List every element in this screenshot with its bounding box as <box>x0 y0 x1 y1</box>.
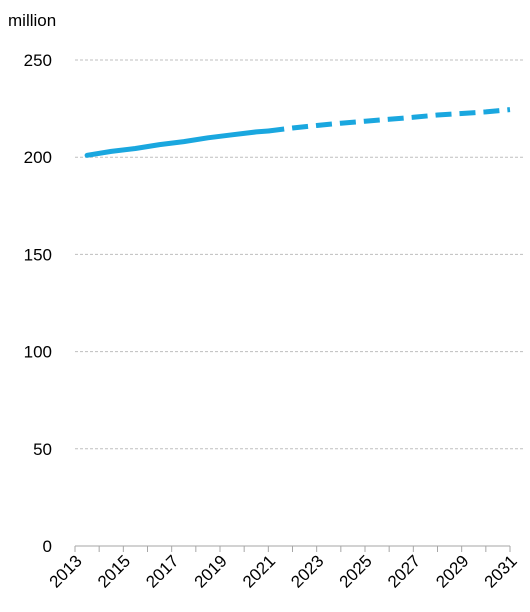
x-tick-label: 2031 <box>481 551 521 591</box>
gridlines <box>75 59 524 450</box>
x-tick-label: 2027 <box>384 551 424 591</box>
y-tick-label: 150 <box>24 245 52 264</box>
series-line-solid <box>84 128 271 158</box>
y-tick-label: 0 <box>43 537 52 556</box>
y-tick-label: 250 <box>24 51 52 70</box>
y-axis-ticks: 0 50 100 150 200 250 <box>24 51 52 556</box>
x-tick-label: 2029 <box>432 551 472 591</box>
x-tick-label: 2019 <box>191 551 231 591</box>
x-tick-label: 2017 <box>142 551 182 591</box>
x-tick-label: 2015 <box>94 551 134 591</box>
x-tick-label: 2021 <box>239 551 279 591</box>
series-lines <box>84 107 511 158</box>
y-unit-label: million <box>8 11 56 30</box>
x-tick-label: 2025 <box>336 551 376 591</box>
y-tick-label: 50 <box>33 440 52 459</box>
x-axis-ticks: 2013 2015 2017 2019 2021 2023 2025 2027 2029 2031 <box>46 546 521 592</box>
x-tick-label: 2013 <box>46 551 86 591</box>
series-line-dashed <box>267 107 511 134</box>
y-tick-label: 100 <box>24 343 52 362</box>
y-tick-label: 200 <box>24 148 52 167</box>
x-tick-label: 2023 <box>287 551 327 591</box>
